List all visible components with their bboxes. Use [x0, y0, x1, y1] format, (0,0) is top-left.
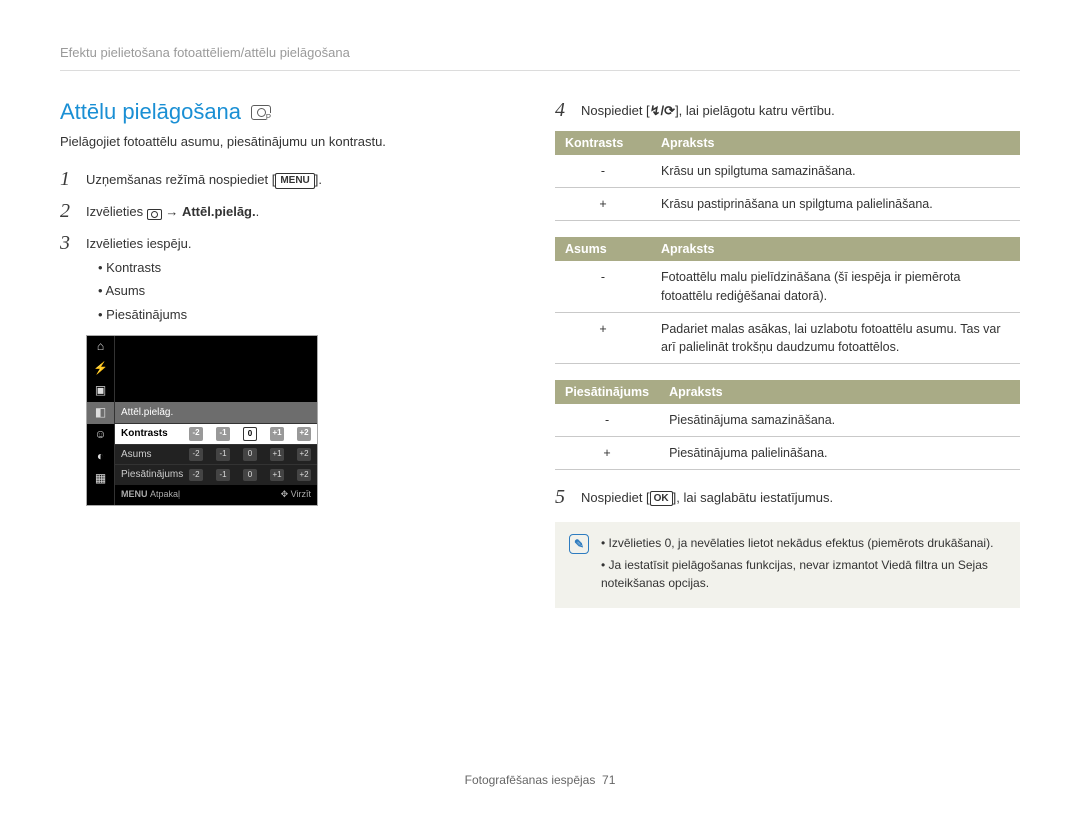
- step-number: 5: [555, 486, 571, 508]
- menu-icon-label: MENU: [121, 489, 148, 499]
- table-head: Piesātinājums: [555, 380, 659, 404]
- table-row: -Piesātinājuma samazināšana.: [555, 404, 1020, 437]
- step-number: 4: [555, 99, 571, 121]
- note-item: Izvēlieties 0, ja nevēlaties lietot nekā…: [601, 534, 1006, 552]
- device-screenshot: ⌂ ⚡ ▣ ◧ ☺ ◐ ▦ Attēl.pielāg. Ko: [86, 335, 318, 506]
- title-text: Attēlu pielāgošana: [60, 99, 241, 125]
- plus-icon: ▣: [87, 380, 114, 402]
- home-icon: ⌂: [87, 336, 114, 358]
- option-item: Piesātinājums: [98, 305, 515, 325]
- film-icon: ▦: [87, 468, 114, 490]
- device-row-asums: Asums -2-10+1+2: [115, 444, 317, 465]
- table-row: -Krāsu un spilgtuma samazināšana.: [555, 155, 1020, 188]
- table-head: Apraksts: [651, 237, 1020, 261]
- step-2: 2 Izvēlieties → Attēl.pielāg..: [60, 200, 515, 222]
- nav-icon: ✥: [281, 489, 289, 499]
- device-footer: MENU Atpakaļ ✥ Virzīt: [115, 485, 317, 505]
- step2-target: Attēl.pielāg.: [182, 204, 256, 219]
- footer-label: Fotografēšanas iespējas: [465, 773, 596, 787]
- note-box: ✎ Izvēlieties 0, ja nevēlaties lietot ne…: [555, 522, 1020, 608]
- step4-pre: Nospiediet [: [581, 103, 650, 118]
- footer-page-number: 71: [602, 773, 615, 787]
- step-number: 2: [60, 200, 76, 222]
- page-footer: Fotografēšanas iespējas 71: [0, 773, 1080, 787]
- table-row: +Piesātinājuma palielināšana.: [555, 437, 1020, 470]
- table-row: +Krāsu pastiprināšana un spilgtuma palie…: [555, 188, 1020, 221]
- device-scale: -2-10+1+2: [189, 427, 311, 441]
- step3-options: Kontrasts Asums Piesātinājums: [98, 258, 515, 324]
- ok-button-icon: OK: [650, 491, 673, 506]
- flash-timer-keys-icon: ↯/⟳: [650, 103, 675, 118]
- table-head: Apraksts: [651, 131, 1020, 155]
- step1-pre: Uzņemšanas režīmā nospiediet [: [86, 172, 275, 187]
- intro-text: Pielāgojiet fotoattēlu asumu, piesātināj…: [60, 133, 515, 152]
- table-row: +Padariet malas asākas, lai uzlabotu fot…: [555, 312, 1020, 363]
- table-head: Asums: [555, 237, 651, 261]
- device-row-kontrasts: Kontrasts -2-10+1+2: [115, 423, 317, 444]
- device-row-label: Kontrasts: [121, 426, 189, 442]
- camera-icon: [147, 209, 162, 220]
- device-scale: -2-10+1+2: [189, 469, 311, 481]
- page-title: Attēlu pielāgošana: [60, 99, 515, 125]
- table-piesatinajums: PiesātinājumsApraksts -Piesātinājuma sam…: [555, 380, 1020, 470]
- step5-post: ], lai saglabātu iestatījumus.: [673, 490, 833, 505]
- step2-pre: Izvēlieties: [86, 204, 147, 219]
- device-sidebar-icons: ⌂ ⚡ ▣ ◧ ☺ ◐ ▦: [87, 336, 115, 505]
- option-item: Asums: [98, 281, 515, 301]
- device-panel-header: Attēl.pielāg.: [115, 402, 317, 424]
- device-row-label: Piesātinājums: [121, 467, 189, 483]
- step5-pre: Nospiediet [: [581, 490, 650, 505]
- right-column: 4 Nospiediet [↯/⟳], lai pielāgotu katru …: [555, 99, 1020, 608]
- menu-button-icon: MENU: [275, 173, 314, 189]
- step-number: 3: [60, 232, 76, 254]
- table-asums: AsumsApraksts -Fotoattēlu malu pielīdzin…: [555, 237, 1020, 364]
- device-row-piesatinajums: Piesātinājums -2-10+1+2: [115, 464, 317, 485]
- device-row-label: Asums: [121, 447, 189, 463]
- step-3: 3 Izvēlieties iespēju. Kontrasts Asums P…: [60, 232, 515, 506]
- step2-post: .: [256, 204, 260, 219]
- table-kontrasts: KontrastsApraksts -Krāsu un spilgtuma sa…: [555, 131, 1020, 221]
- timer-icon: ◐: [87, 446, 114, 468]
- step-5: 5 Nospiediet [OK], lai saglabātu iestatī…: [555, 486, 1020, 508]
- step2-arrow: →: [162, 204, 182, 219]
- camera-mode-icon: [251, 105, 271, 120]
- left-column: Attēlu pielāgošana Pielāgojiet fotoattēl…: [60, 99, 515, 608]
- breadcrumb: Efektu pielietošana fotoattēliem/attēlu …: [60, 45, 1020, 71]
- info-icon: ✎: [569, 534, 589, 554]
- table-head: Apraksts: [659, 380, 1020, 404]
- step3-text: Izvēlieties iespēju.: [86, 236, 192, 251]
- table-head: Kontrasts: [555, 131, 651, 155]
- step4-post: ], lai pielāgotu katru vērtību.: [675, 103, 835, 118]
- option-item: Kontrasts: [98, 258, 515, 278]
- device-back-label: Atpakaļ: [150, 489, 180, 499]
- step-4: 4 Nospiediet [↯/⟳], lai pielāgotu katru …: [555, 99, 1020, 121]
- step-1: 1 Uzņemšanas režīmā nospiediet [MENU].: [60, 168, 515, 190]
- device-move-label: Virzīt: [291, 489, 311, 499]
- step-number: 1: [60, 168, 76, 190]
- adjust-icon: ◧: [87, 402, 114, 424]
- device-scale: -2-10+1+2: [189, 448, 311, 460]
- flash-icon: ⚡: [87, 358, 114, 380]
- note-item: Ja iestatīsit pielāgošanas funkcijas, ne…: [601, 556, 1006, 592]
- table-row: -Fotoattēlu malu pielīdzināšana (šī iesp…: [555, 261, 1020, 312]
- face-icon: ☺: [87, 424, 114, 446]
- step1-post: ].: [315, 172, 322, 187]
